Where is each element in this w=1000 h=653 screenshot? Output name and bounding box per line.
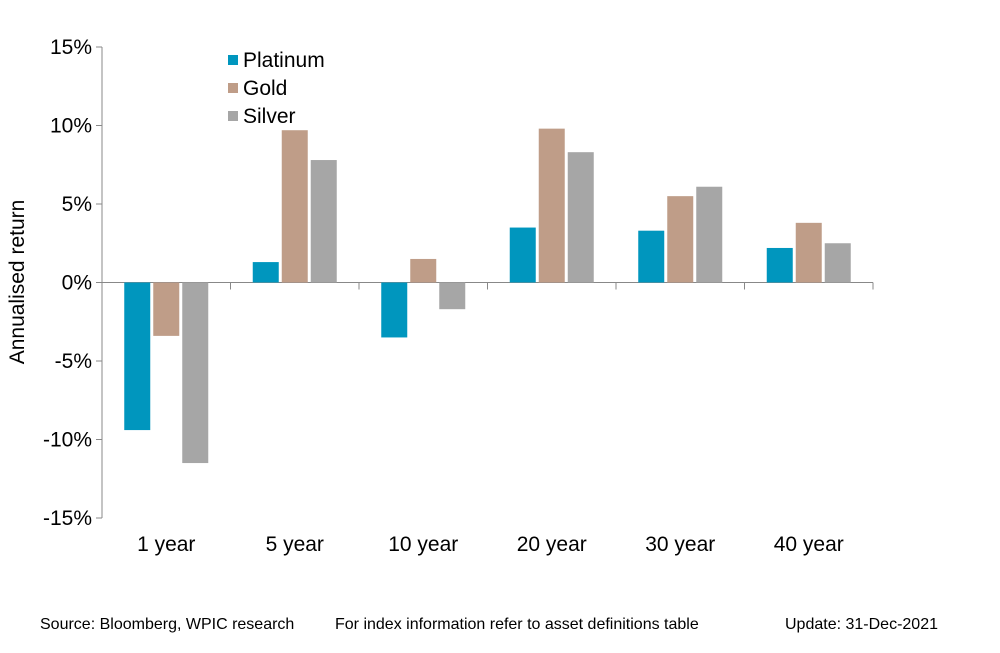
bar-gold <box>153 282 180 336</box>
footer-update: Update: 31-Dec-2021 <box>785 616 938 633</box>
bar-silver <box>824 243 851 283</box>
y-axis-label: Annualised return <box>6 200 29 365</box>
bar-platinum <box>766 247 793 283</box>
bar-silver <box>310 160 337 283</box>
y-tick-label: -10% <box>43 429 92 452</box>
bar-silver <box>696 186 723 283</box>
axes: -15% -10% -5% 0% 5% 10% 15% 1 year 5 year 10 year… <box>43 36 874 556</box>
y-tick-label: 0% <box>62 272 92 295</box>
bar-gold <box>538 128 565 283</box>
bar-gold <box>667 196 694 283</box>
bars <box>124 128 851 464</box>
x-tick-label: 20 year <box>517 533 587 556</box>
y-tick-label: 5% <box>62 193 92 216</box>
legend-label: Gold <box>243 77 287 100</box>
x-tick-label: 30 year <box>645 533 715 556</box>
bar-platinum <box>638 230 665 283</box>
chart: Annualised return -15% -10% -5% 0% 5% 10% 15% 1… <box>6 36 874 556</box>
bar-gold <box>795 222 822 283</box>
bar-silver <box>182 282 209 464</box>
bar-platinum <box>381 282 408 338</box>
x-tick-label: 1 year <box>137 533 195 556</box>
footer-source: Source: Bloomberg, WPIC research <box>40 616 295 633</box>
bar-gold <box>281 130 308 283</box>
bar-platinum <box>124 282 151 431</box>
x-tick-label: 5 year <box>266 533 324 556</box>
x-tick-label: 40 year <box>774 533 844 556</box>
x-tick-label: 10 year <box>388 533 458 556</box>
bar-silver <box>439 282 466 310</box>
legend-swatch <box>228 111 238 121</box>
y-tick-label: -15% <box>43 507 92 530</box>
bar-gold <box>410 258 437 283</box>
legend-label: Platinum <box>243 49 325 72</box>
y-tick-label: 15% <box>50 36 92 59</box>
y-tick-label: 10% <box>50 115 92 138</box>
legend-swatch <box>228 83 238 93</box>
bar-silver <box>567 152 594 283</box>
legend: Platinum Gold Silver <box>228 49 325 128</box>
legend-label: Silver <box>243 105 296 128</box>
bar-platinum <box>509 227 536 283</box>
footer-note: For index information refer to asset def… <box>335 616 699 633</box>
legend-swatch <box>228 55 238 65</box>
bar-platinum <box>252 262 279 283</box>
y-tick-label: -5% <box>55 350 92 373</box>
